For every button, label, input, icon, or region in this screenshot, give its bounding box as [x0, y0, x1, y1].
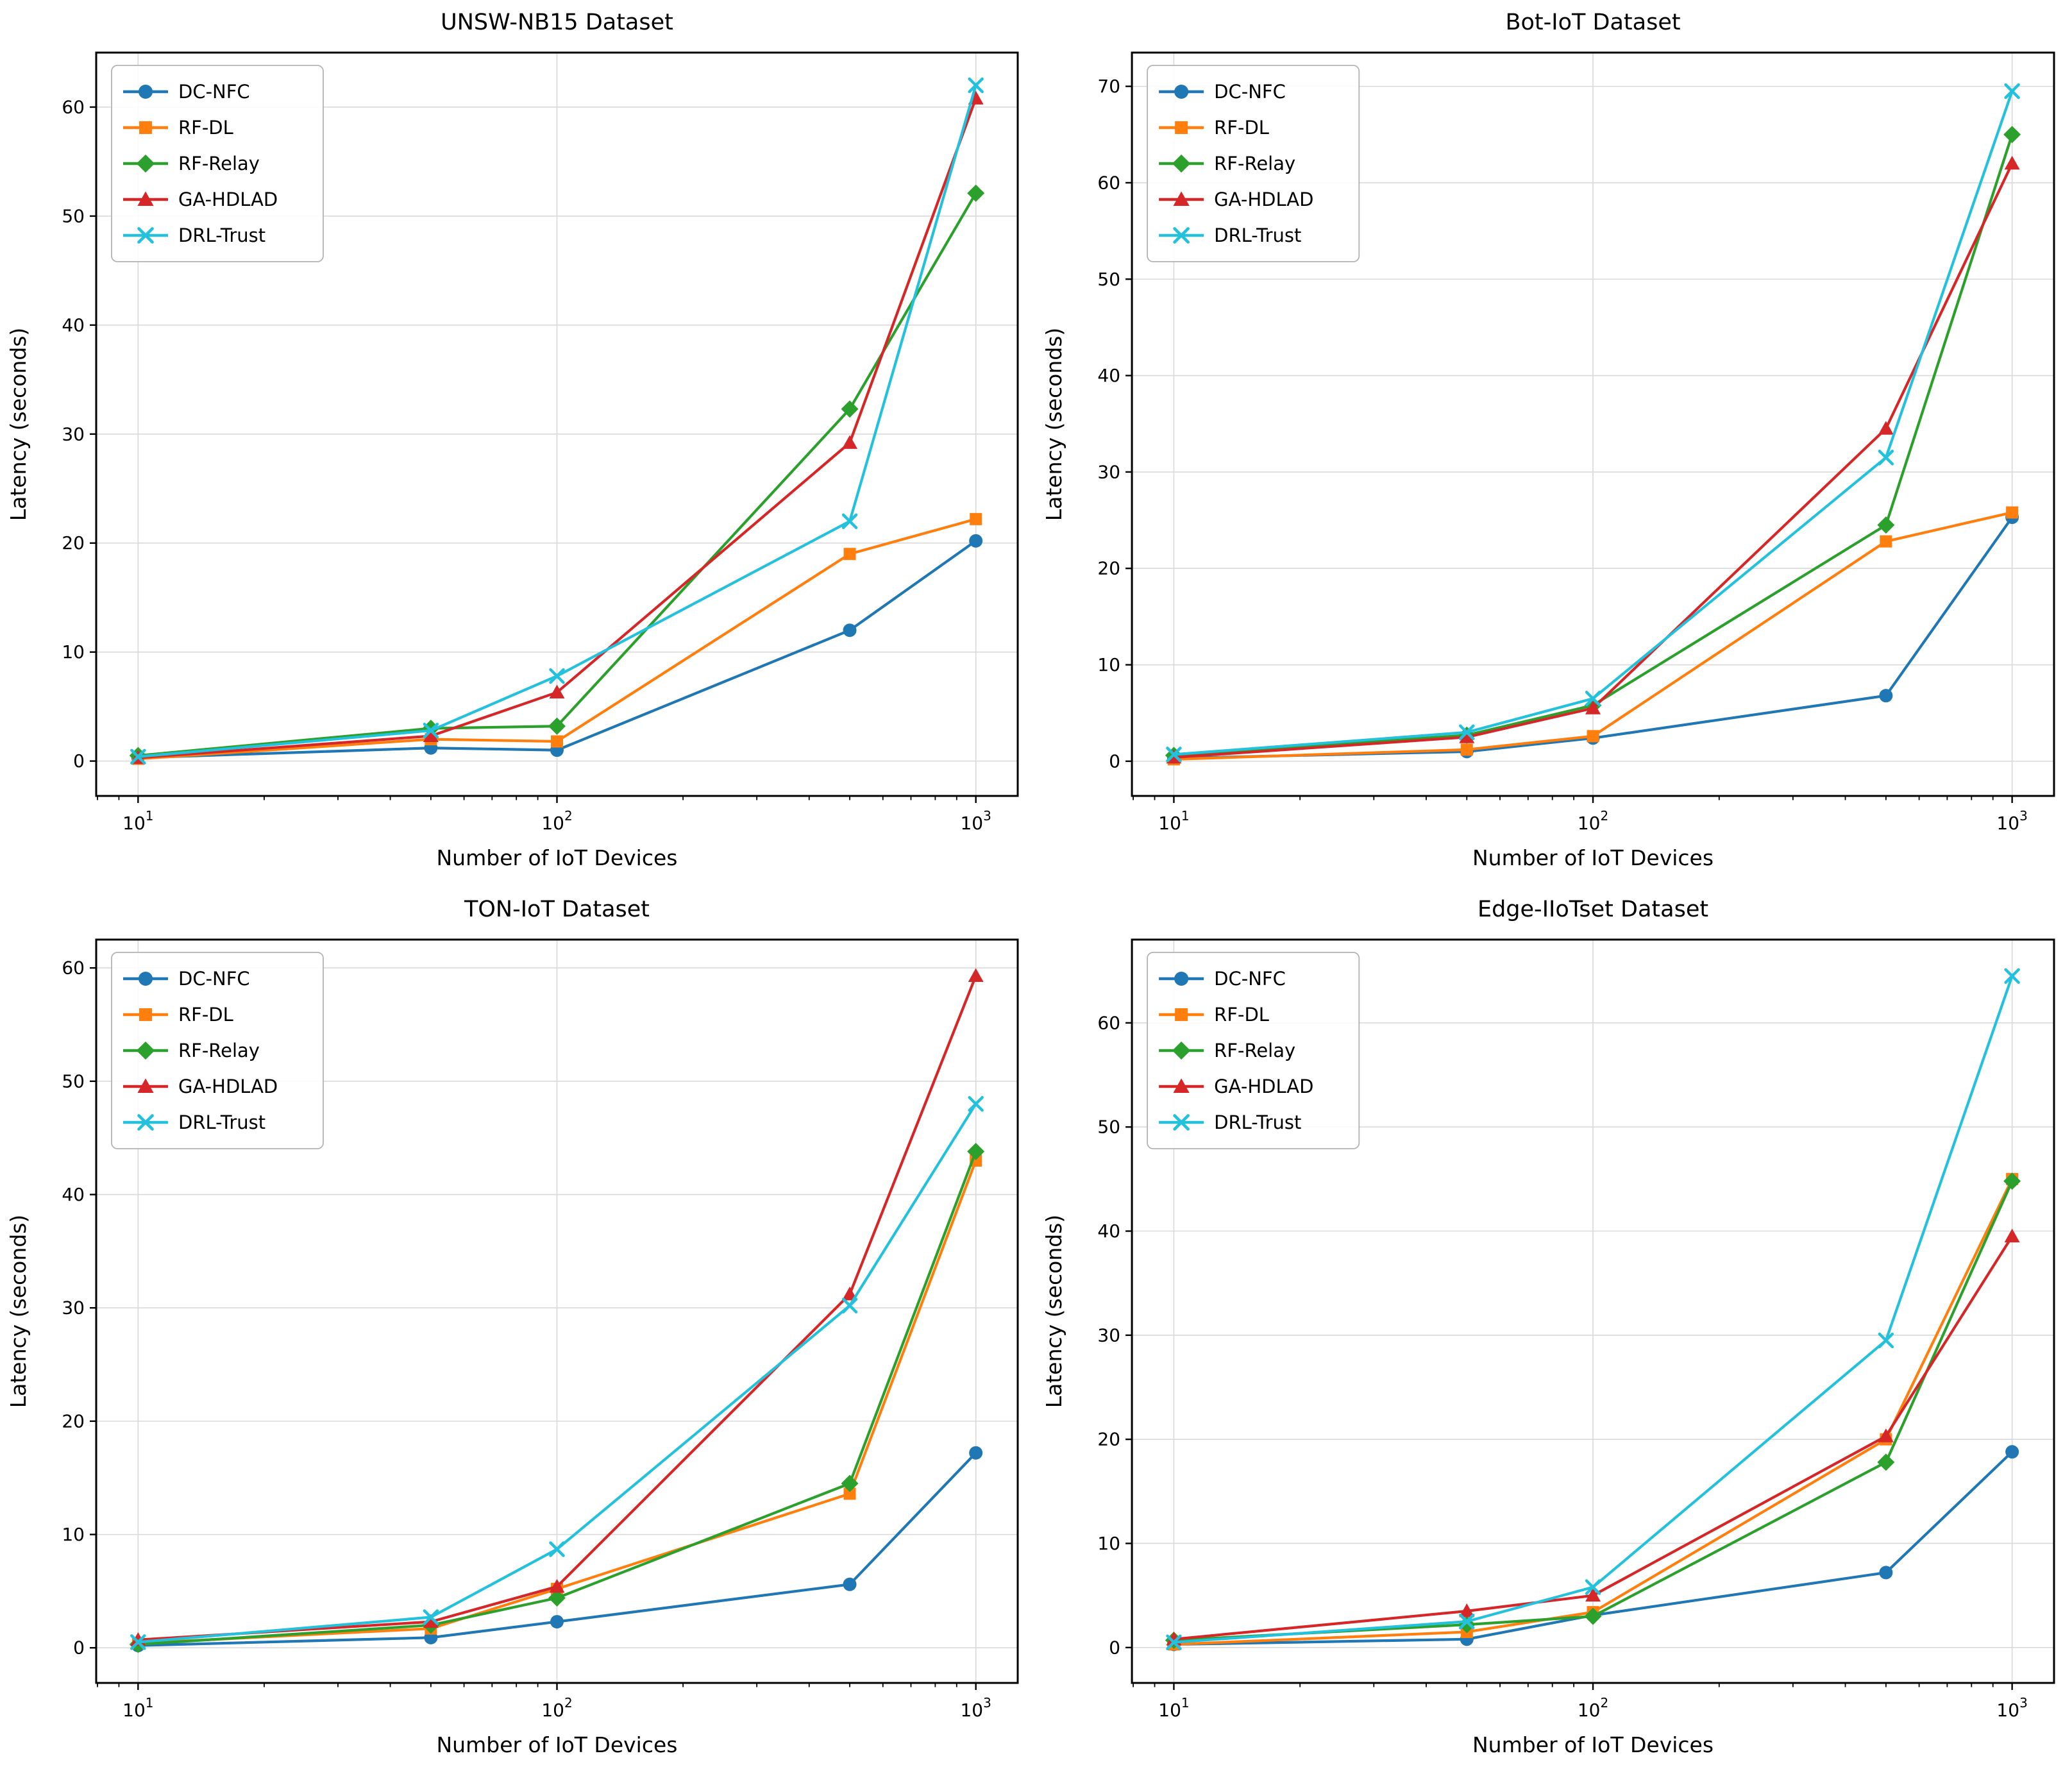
svg-text:10: 10	[1097, 1533, 1120, 1554]
svg-text:UNSW-NB15 Dataset: UNSW-NB15 Dataset	[441, 10, 673, 35]
svg-text:102: 102	[1578, 808, 1608, 834]
svg-text:DRL-Trust: DRL-Trust	[1214, 224, 1301, 246]
svg-text:DRL-Trust: DRL-Trust	[178, 1111, 265, 1133]
svg-text:60: 60	[1097, 172, 1120, 193]
svg-text:DC-NFC: DC-NFC	[1214, 81, 1286, 103]
svg-text:RF-Relay: RF-Relay	[1214, 153, 1295, 174]
svg-text:RF-Relay: RF-Relay	[178, 153, 260, 174]
svg-text:RF-DL: RF-DL	[178, 117, 233, 139]
svg-text:Number of IoT Devices: Number of IoT Devices	[1472, 1732, 1714, 1757]
line-chart-edge-iiotset: 101 102 103 0 10 20 30 40 50 60 Edge-IIoTset Datas…	[1041, 897, 2055, 1757]
line-chart-unsw-nb15: 101 102 103 0 10 20 30 40 50 60 UNSW-NB15 Dataset N…	[6, 10, 1019, 870]
line-chart-ton-iot: 101 102 103 0 10 20 30 40 50 60 TON-IoT Dataset Num…	[6, 897, 1019, 1757]
svg-text:40: 40	[62, 314, 85, 335]
svg-text:Number of IoT Devices: Number of IoT Devices	[437, 1732, 678, 1757]
svg-text:Edge-IIoTset Dataset: Edge-IIoTset Dataset	[1478, 897, 1708, 922]
svg-text:30: 30	[62, 1297, 85, 1319]
svg-text:GA-HDLAD: GA-HDLAD	[1214, 1076, 1313, 1097]
svg-text:Latency (seconds): Latency (seconds)	[6, 1215, 31, 1408]
svg-text:Latency (seconds): Latency (seconds)	[1041, 1215, 1066, 1408]
svg-text:20: 20	[1097, 558, 1120, 579]
svg-text:50: 50	[1097, 269, 1120, 290]
svg-text:10: 10	[1097, 654, 1120, 675]
svg-text:30: 30	[1097, 1324, 1120, 1346]
svg-text:DC-NFC: DC-NFC	[178, 968, 250, 990]
svg-text:0: 0	[1109, 750, 1120, 772]
svg-text:40: 40	[1097, 1221, 1120, 1242]
svg-text:70: 70	[1097, 76, 1120, 97]
svg-text:101: 101	[122, 1695, 153, 1721]
svg-text:Bot-IoT Dataset: Bot-IoT Dataset	[1505, 10, 1680, 35]
line-chart-bot-iot: 101 102 103 0 10 20 30 40 50 60 70 Bot-IoT Dataset N…	[1041, 10, 2055, 870]
svg-text:20: 20	[62, 1410, 85, 1432]
svg-text:TON-IoT Dataset: TON-IoT Dataset	[464, 897, 650, 922]
svg-text:30: 30	[62, 423, 85, 444]
svg-text:GA-HDLAD: GA-HDLAD	[1214, 189, 1313, 210]
svg-text:101: 101	[1158, 808, 1189, 834]
svg-text:40: 40	[1097, 365, 1120, 386]
svg-text:0: 0	[73, 1637, 85, 1659]
svg-text:60: 60	[1097, 1012, 1120, 1033]
chart-panel-edge-iiotset: 101 102 103 0 10 20 30 40 50 60 Edge-IIoTset Datas…	[1036, 887, 2072, 1774]
chart-panel-ton-iot: 101 102 103 0 10 20 30 40 50 60 TON-IoT Dataset Num…	[0, 887, 1036, 1774]
svg-text:50: 50	[62, 1070, 85, 1092]
svg-text:50: 50	[62, 205, 85, 226]
svg-text:RF-DL: RF-DL	[178, 1004, 233, 1026]
svg-text:40: 40	[62, 1184, 85, 1205]
svg-text:10: 10	[62, 641, 85, 663]
svg-text:103: 103	[1996, 1695, 2027, 1721]
svg-text:0: 0	[73, 750, 85, 772]
svg-text:101: 101	[122, 808, 153, 834]
svg-text:101: 101	[1158, 1695, 1189, 1721]
chart-panel-bot-iot: 101 102 103 0 10 20 30 40 50 60 70 Bot-IoT Dataset N…	[1036, 0, 2072, 887]
svg-text:RF-DL: RF-DL	[1214, 1004, 1269, 1026]
svg-text:DRL-Trust: DRL-Trust	[178, 224, 265, 246]
svg-text:Latency (seconds): Latency (seconds)	[6, 328, 31, 521]
svg-text:103: 103	[960, 1695, 991, 1721]
svg-text:GA-HDLAD: GA-HDLAD	[178, 1076, 278, 1097]
svg-text:102: 102	[541, 1695, 572, 1721]
svg-text:10: 10	[62, 1524, 85, 1545]
svg-text:50: 50	[1097, 1117, 1120, 1138]
svg-text:102: 102	[1578, 1695, 1608, 1721]
svg-text:RF-DL: RF-DL	[1214, 117, 1269, 139]
svg-text:RF-Relay: RF-Relay	[178, 1040, 260, 1061]
svg-text:60: 60	[62, 958, 85, 979]
svg-text:DRL-Trust: DRL-Trust	[1214, 1111, 1301, 1133]
svg-text:Latency (seconds): Latency (seconds)	[1041, 328, 1066, 521]
svg-text:RF-Relay: RF-Relay	[1214, 1040, 1295, 1061]
svg-text:60: 60	[62, 96, 85, 117]
svg-text:20: 20	[62, 532, 85, 553]
svg-text:103: 103	[960, 808, 991, 834]
svg-text:DC-NFC: DC-NFC	[1214, 968, 1286, 990]
svg-text:20: 20	[1097, 1429, 1120, 1450]
svg-text:Number of IoT Devices: Number of IoT Devices	[437, 845, 678, 870]
svg-text:103: 103	[1996, 808, 2027, 834]
svg-text:30: 30	[1097, 461, 1120, 482]
svg-text:Number of IoT Devices: Number of IoT Devices	[1472, 845, 1714, 870]
svg-text:GA-HDLAD: GA-HDLAD	[178, 189, 278, 210]
chart-panel-unsw-nb15: 101 102 103 0 10 20 30 40 50 60 UNSW-NB15 Dataset N…	[0, 0, 1036, 887]
svg-text:DC-NFC: DC-NFC	[178, 81, 250, 103]
svg-text:0: 0	[1109, 1637, 1120, 1658]
svg-text:102: 102	[541, 808, 572, 834]
